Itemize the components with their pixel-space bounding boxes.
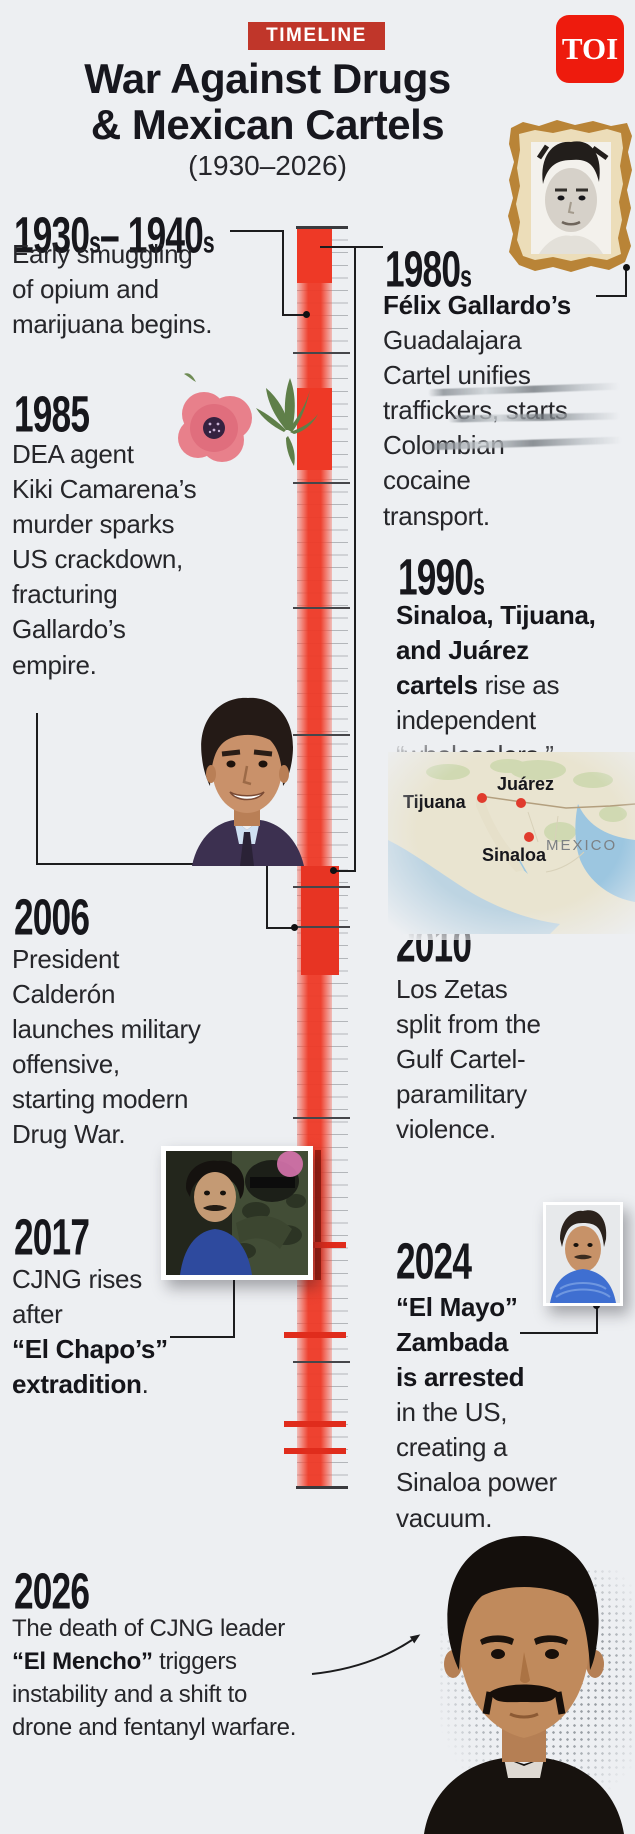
timeline-highlight-block [301,866,339,975]
text-segment: The death of CJNG leader [12,1615,285,1642]
connector-arrow-2026 [311,1634,421,1675]
text-segment: triggers instability and a shift to dron… [12,1648,297,1742]
event-text-1930s: Early smuggling of opium and marijuana b… [12,237,252,342]
text-segment: in the US, creating a Sinaloa power vacu… [396,1397,557,1533]
major-tick [293,1361,350,1363]
text-segment: Los Zetas split from the Gulf Cartel- pa… [396,974,541,1145]
event-year-2017: 2017 [14,1208,90,1266]
page-subtitle: (1930–2026) [188,150,347,181]
connector-1985-photo [266,863,268,929]
connector-el-mayo [520,1332,598,1334]
felix-gallardo-mugshot-photo [508,120,632,272]
text-segment: Sinaloa, Tijuana, and Juárez cartels [396,600,596,701]
page-title: War Against Drugs & Mexican Cartels [0,56,535,148]
connector-1985-photo [266,927,296,929]
ruler-bottom-line [296,1486,348,1489]
el-chapo-arrest-photo [161,1146,313,1280]
connector-1980s [320,246,383,248]
event-text-1985: DEA agent Kiki Camarena’s murder sparks … [12,437,242,683]
year-suffix: s [473,567,485,602]
red-event-mark [284,1448,346,1454]
text-segment: “El Mencho” [12,1648,153,1676]
connector-gallardo-mugshot [625,267,627,297]
connector-el-mayo [596,1305,598,1334]
event-text-1990s: Sinaloa, Tijuana, and Juárez cartels ris… [396,598,635,773]
text-segment: Félix Gallardo’s [383,290,571,320]
major-tick [293,482,350,484]
year-suffix: s [202,225,215,260]
text-segment: . [141,1369,149,1400]
event-year-2006: 2006 [14,888,90,946]
el-mayo-zambada-photo [543,1202,623,1306]
connector-dot-2006 [291,924,298,931]
text-segment: Guadalajara Cartel unifies traffickers, … [383,325,568,531]
event-text-2017: CJNG rises after “El Chapo’s” extraditio… [12,1262,237,1402]
map-label-sinaloa: Sinaloa [482,845,547,865]
major-tick [293,734,350,736]
connector-1930s [230,230,283,232]
event-text-1980s: Félix Gallardo’s Guadalajara Cartel unif… [383,288,635,534]
map-label-tijuana: Tijuana [403,792,466,812]
major-tick [293,886,350,888]
title-line2: & Mexican Cartels [90,101,445,148]
event-year-1985: 1985 [14,385,90,443]
connector-gallardo-mugshot [596,295,627,297]
map-dot-tijuana [477,793,487,803]
map-label-mexico: MEXICO [546,837,618,854]
event-text-2006: President Calderón launches military off… [12,942,257,1153]
year-suffix: s [460,259,472,294]
text-segment: “El Mayo” Zambada is arrested [396,1292,525,1393]
connector-dot-1990s [330,867,337,874]
timeline-badge: TIMELINE [248,22,385,50]
event-year-1980s: 1980s [385,240,472,298]
ruler-top-line [296,226,348,229]
map-dot-juarez [516,798,526,808]
connector-dot-1930s [303,311,310,318]
event-text-2026: The death of CJNG leader “El Mencho” tri… [12,1612,352,1744]
event-year-1930s: 1930s– 1940s [14,206,215,264]
connector-1980s-1990s-bracket [354,246,356,872]
major-tick [293,1117,350,1119]
felix-gallardo-photo [192,697,304,866]
event-year-2024: 2024 [396,1232,472,1290]
event-text-2010: Los Zetas split from the Gulf Cartel- pa… [396,972,606,1147]
connector-1930s [282,230,284,316]
text-segment: Early smuggling of opium and marijuana b… [12,239,213,340]
map-dot-sinaloa [524,832,534,842]
timeline-bar-segment [297,227,332,283]
text-segment: “El Chapo’s” extradition [12,1334,168,1400]
event-year-2026: 2026 [14,1562,90,1620]
major-tick [293,926,350,928]
red-event-mark [284,1421,346,1427]
el-mencho-photo [424,1536,624,1834]
connector-1985-photo [36,863,269,865]
poppy-cannabis-illustration [178,373,318,466]
text-segment: President Calderón launches military off… [12,944,201,1150]
connector-1985-photo [36,713,38,865]
major-tick [293,607,350,609]
map-label-juarez: Juárez [497,774,555,794]
text-segment: DEA agent Kiki Camarena’s murder sparks … [12,439,197,680]
text-segment: CJNG rises after [12,1264,142,1330]
connector-1990s [333,870,355,872]
event-year-1990s: 1990s [398,548,485,606]
connector-el-chapo [233,1258,235,1338]
timeline-dark-core [315,1150,321,1280]
connector-1930s [282,314,308,316]
red-event-mark [284,1242,346,1248]
red-event-mark [284,1332,346,1338]
major-tick [293,352,350,354]
title-line1: War Against Drugs [84,55,451,102]
connector-el-chapo [170,1336,235,1338]
toi-logo: TOI [556,15,624,83]
connector-dot-mugshot [623,264,630,271]
event-text-2024: “El Mayo” Zambada is arrested in the US,… [396,1290,611,1536]
year-suffix: s [89,225,101,260]
